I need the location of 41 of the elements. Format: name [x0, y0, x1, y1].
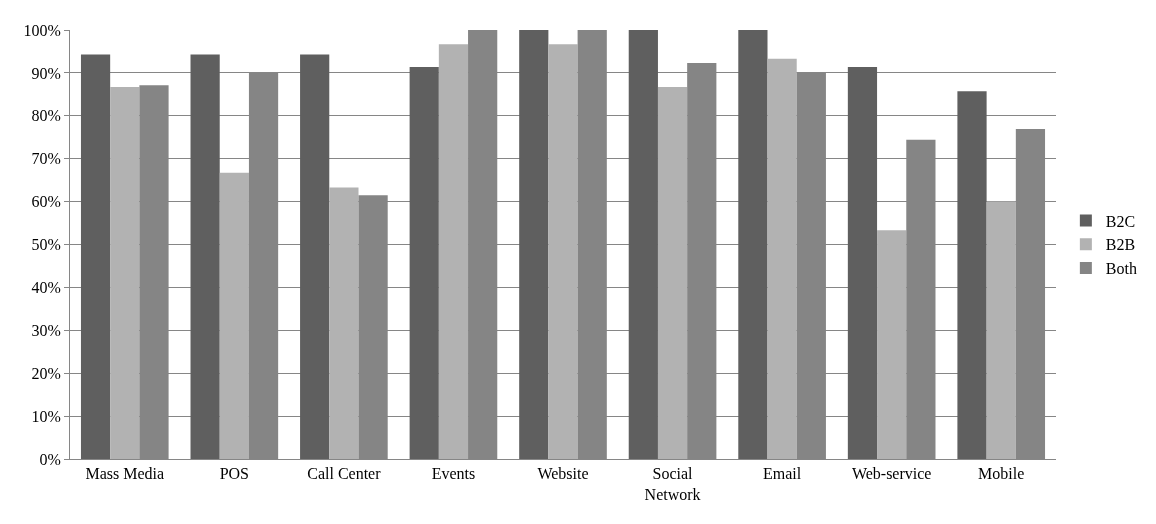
x-tick-label: Social Network [644, 465, 701, 503]
bar [329, 187, 359, 459]
x-tick-label: Mobile [978, 465, 1025, 483]
y-tick-label: 30% [31, 321, 61, 339]
bar [110, 87, 140, 459]
bar [219, 172, 249, 459]
y-tick-label: 20% [31, 364, 61, 382]
x-tick-label: Email [763, 465, 802, 483]
legend-label: Both [1105, 260, 1137, 278]
x-tick-label: Website [537, 465, 589, 483]
y-tick-label: 100% [23, 21, 61, 39]
bar [190, 54, 220, 459]
x-tick-label: Events [431, 465, 476, 483]
legend-label: B2B [1105, 236, 1136, 254]
x-tick-label: Web-service [851, 465, 932, 483]
y-tick-label: 40% [31, 279, 61, 296]
y-tick-label: 70% [31, 150, 61, 168]
y-tick-label: 0% [39, 450, 61, 468]
bar [738, 30, 768, 459]
y-tick-label: 80% [31, 107, 61, 125]
bar [657, 87, 688, 459]
x-tick-label: Mass Media [85, 465, 165, 483]
y-tick-label: 90% [31, 64, 61, 82]
bar [519, 30, 549, 459]
bar [767, 58, 797, 459]
y-tick-label: 10% [31, 407, 61, 425]
y-tick-label: 50% [31, 236, 61, 254]
bar [80, 54, 111, 459]
bar [628, 30, 658, 459]
y-tick-label: 60% [31, 193, 61, 211]
bar [877, 230, 907, 459]
bar [409, 66, 439, 459]
x-tick-label: Call Center [307, 465, 382, 483]
bar [438, 44, 469, 459]
bar [986, 201, 1016, 459]
legend-label: B2C [1105, 212, 1136, 230]
bar [300, 54, 330, 459]
bar [847, 66, 878, 459]
bar [957, 91, 987, 459]
x-tick-label: POS [219, 465, 250, 483]
bar [548, 44, 578, 459]
